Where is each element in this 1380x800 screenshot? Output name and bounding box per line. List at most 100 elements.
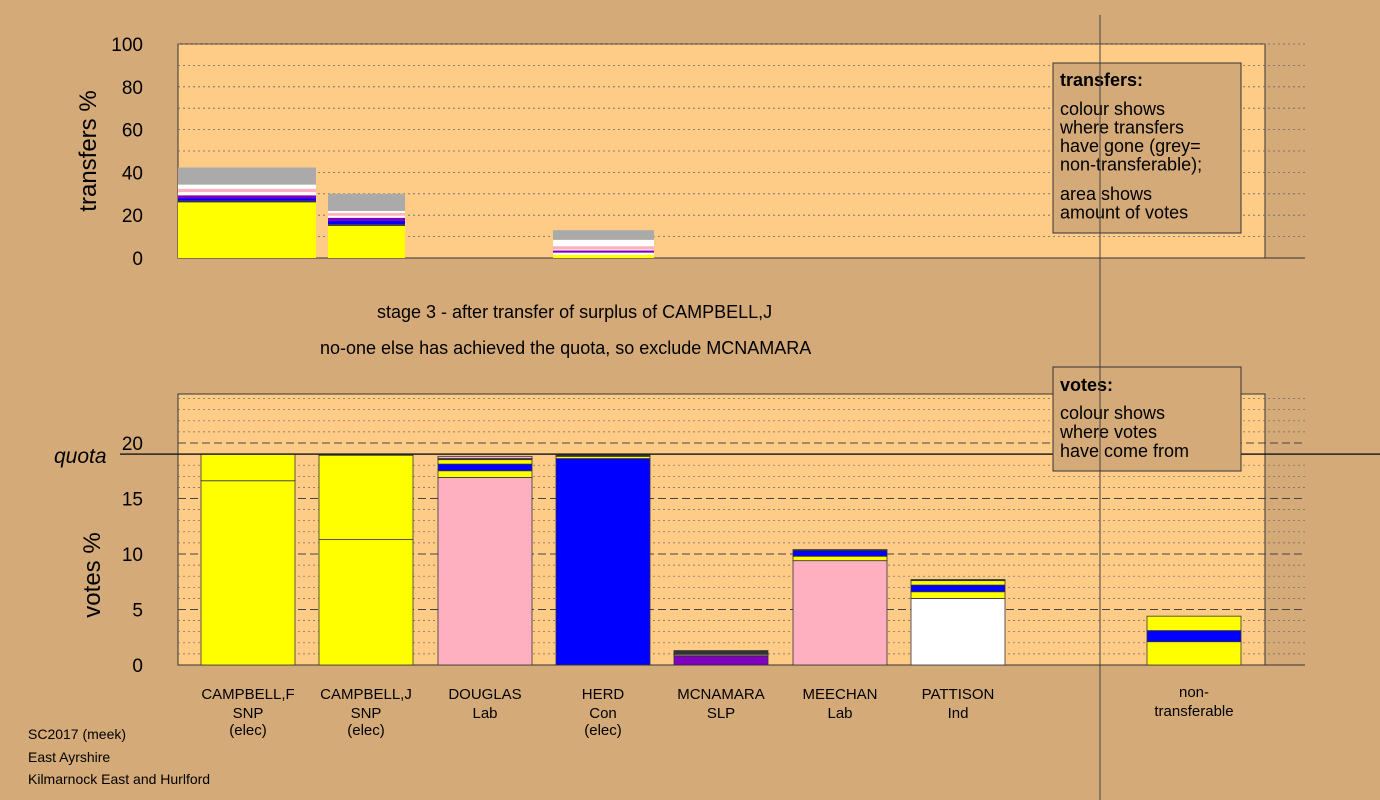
vote-segment [910,584,1006,593]
votes-legend-box [1052,366,1242,472]
candidate-name-label: HERD [582,686,625,703]
vote-segment [792,555,888,562]
vote-segment [200,453,296,482]
vote-segment [437,455,533,459]
candidate-name-label: DOUGLAS [448,686,521,703]
transfers-legend-line: non-transferable); [1060,155,1202,175]
transfer-segment [178,167,316,185]
transfer-segment [178,184,316,189]
vote-segment [555,458,651,666]
votes-tick-label: 0 [132,656,143,677]
vote-segment [437,477,533,666]
transfers-tick-label: 40 [122,163,143,184]
transfers-legend-line: amount of votes [1060,203,1188,223]
vote-segment [792,549,888,552]
transfer-segment [178,192,316,196]
nontransferable-segment [1146,641,1242,666]
vote-segment [437,470,533,478]
transfer-segment [328,215,405,218]
vote-segment [437,459,533,465]
transfers-legend-title: transfers: [1060,70,1143,90]
stage-line-2: no-one else has achieved the quota, so e… [320,338,812,358]
votes-y-axis-label: votes % [79,532,106,617]
votes-legend-title: votes: [1060,375,1113,395]
votes-legend-line: colour shows [1060,403,1165,423]
candidate-name-label: MEECHAN [802,686,877,703]
candidate-party-label: SNP [233,705,264,722]
transfer-segment [328,224,405,226]
transfers-y-axis-label: transfers % [75,90,102,211]
vote-segment [673,650,769,655]
candidate-party-label: Lab [827,705,852,722]
transfers-legend-line: area shows [1060,184,1152,204]
transfers-legend-line: where transfers [1059,118,1184,138]
vote-segment [910,580,1006,586]
vote-segment [910,598,1006,666]
vote-segment [910,579,1006,582]
nontransferable-label: non- [1179,684,1209,701]
transfer-segment [178,202,316,258]
transfers-tick-label: 80 [122,78,143,99]
transfers-legend-line: colour shows [1060,99,1165,119]
transfer-segment [553,252,654,255]
candidate-status-label: (elec) [584,722,622,739]
transfers-legend-box [1052,62,1242,234]
transfers-panel: 0 20 40 60 80 100 transfers % transfers: colour … [75,35,1305,270]
vote-segment [792,560,888,666]
vote-segment [318,539,414,666]
candidate-name-label: CAMPBELL,F [201,686,294,703]
stage-line-1: stage 3 - after transfer of surplus of C… [377,302,773,322]
quota-label: quota [54,445,107,468]
transfer-segment [328,213,405,216]
transfers-tick-label: 100 [111,35,143,56]
vote-segment [437,463,533,472]
transfer-segment [553,249,654,251]
votes-legend-line: have come from [1060,441,1189,461]
footer-council: East Ayrshire [28,749,111,765]
vote-segment [910,591,1006,599]
nontransferable-segment [1146,630,1242,643]
votes-panel: 0 5 10 15 20 votes % quota votes: colour showswh… [54,366,1380,739]
votes-tick-label: 20 [122,434,143,455]
transfer-segment [553,230,654,240]
transfers-legend-line: have gone (grey= [1060,136,1201,156]
transfer-segment [328,225,405,258]
transfer-segment [553,239,654,247]
transfers-tick-label: 20 [122,206,143,227]
candidate-party-label: Lab [472,705,497,722]
transfer-segment [328,193,405,211]
vote-segment [200,480,296,666]
candidate-name-label: MCNAMARA [677,686,765,703]
footer-ward: Kilmarnock East and Hurlford [28,771,211,787]
candidate-party-label: Con [589,705,617,722]
transfer-segment [553,246,654,250]
candidate-party-label: SNP [351,705,382,722]
votes-legend-line: where votes [1059,422,1157,442]
transfer-segment [328,217,405,221]
candidate-party-label: SLP [707,705,735,722]
votes-tick-label: 10 [122,545,143,566]
transfer-segment [328,220,405,225]
votes-tick-label: 5 [132,601,143,622]
transfer-segment [178,198,316,201]
candidate-party-label: Ind [948,705,969,722]
transfers-tick-label: 0 [132,249,143,270]
nontransferable-label: transferable [1154,703,1233,720]
transfer-segment [553,254,654,258]
transfer-segment [553,250,654,253]
nontransferable-segment [1146,615,1242,631]
transfer-segment [178,195,316,199]
transfer-segment [178,200,316,203]
vote-segment [318,454,414,540]
candidate-status-label: (elec) [347,722,385,739]
candidate-name-label: CAMPBELL,J [320,686,412,703]
vote-segment [792,550,888,557]
transfers-tick-label: 60 [122,121,143,142]
transfer-segment [328,210,405,214]
votes-tick-label: 15 [122,490,143,511]
candidate-status-label: (elec) [229,722,267,739]
transfer-segment [178,188,316,193]
footer-method: SC2017 (meek) [28,726,127,742]
vote-segment [673,655,769,666]
